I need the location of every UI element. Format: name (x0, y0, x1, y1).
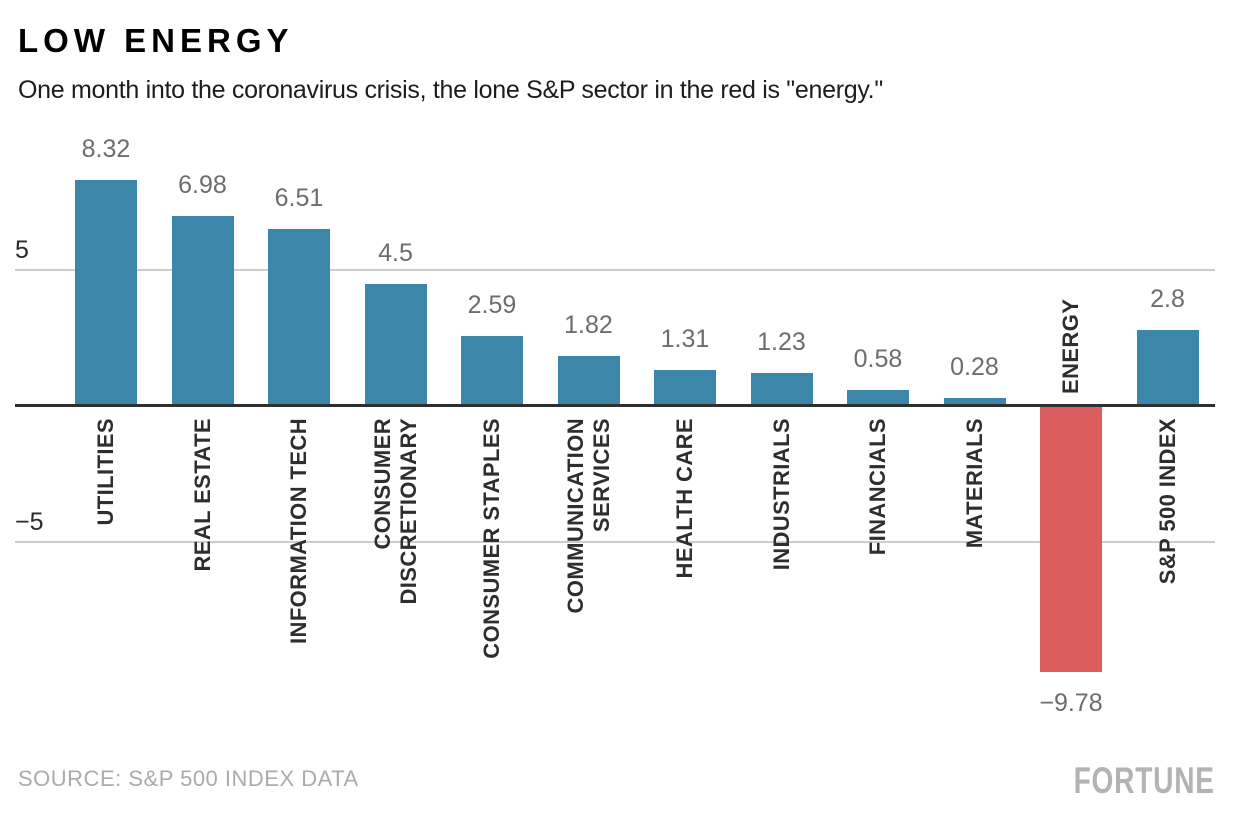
bar-industrials (750, 372, 813, 406)
category-label-text: CONSUMER STAPLES (479, 418, 504, 659)
category-label-text: INDUSTRIALS (768, 418, 794, 571)
category-label-text: HEALTH CARE (672, 418, 697, 579)
category-label-text: S&P 500 INDEX (1154, 418, 1180, 585)
bar-communication-services (557, 356, 620, 406)
bar-consumer-discretionary (364, 283, 427, 406)
gridline (15, 541, 1215, 543)
category-label-text: INFORMATION TECH (286, 418, 311, 644)
category-label-text: COMMUNICATION SERVICES (562, 418, 614, 614)
bar-value-label: 0.58 (853, 345, 903, 374)
category-label-text: ENERGY (1058, 298, 1083, 394)
bar-value-label: 8.32 (81, 134, 131, 163)
source-note: SOURCE: S&P 500 INDEX DATA (18, 766, 359, 791)
bar-value-label: −9.78 (1039, 689, 1103, 718)
bar-utilities (75, 179, 137, 406)
bar-consumer-staples (461, 335, 523, 406)
category-label-text: CONSUMER DISCRETIONARY (369, 418, 421, 605)
bar-value-label: 6.51 (274, 183, 324, 212)
bar-value-label: 6.98 (178, 171, 227, 200)
gridline (15, 269, 1215, 271)
y-axis-tick-label: −5 (15, 508, 44, 536)
category-label-text: MATERIALS (961, 418, 987, 549)
chart-title: LOW ENERGY (18, 22, 294, 59)
category-label-text: UTILITIES (93, 418, 118, 526)
bar-materials (943, 398, 1006, 406)
fortune-logo: FORTUNE (1073, 760, 1215, 801)
bar-s-p-500-index (1136, 329, 1199, 406)
chart-subtitle: One month into the coronavirus crisis, t… (18, 76, 883, 104)
bar-real-estate (171, 216, 234, 406)
bar-information-tech (268, 228, 330, 406)
category-label-text: FINANCIALS (865, 418, 890, 556)
bar-value-label: 1.23 (757, 327, 806, 356)
x-axis-line (15, 404, 1215, 407)
bar-value-label: 4.5 (378, 238, 413, 267)
bar-value-label: 0.28 (950, 353, 999, 382)
bar-financials (847, 390, 909, 406)
bar-value-label: 1.31 (660, 325, 710, 354)
y-axis-tick-label: 5 (15, 236, 29, 264)
bar-value-label: 2.59 (467, 290, 517, 319)
category-label-text: REAL ESTATE (189, 418, 215, 572)
bar-energy (1040, 406, 1102, 673)
bar-health-care (654, 370, 716, 406)
bar-value-label: 2.8 (1150, 284, 1185, 313)
bar-value-label: 1.82 (564, 311, 613, 340)
